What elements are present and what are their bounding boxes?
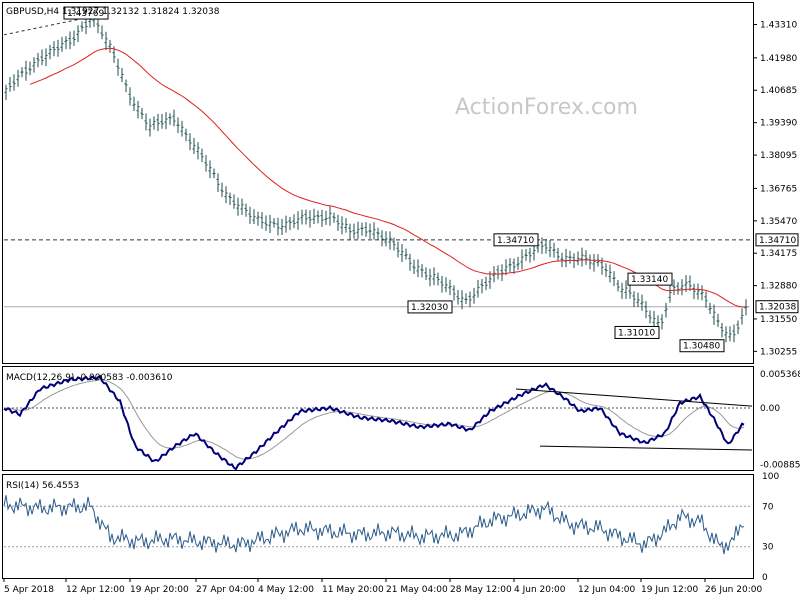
price-tick-label: 1.35470 bbox=[760, 217, 797, 227]
price-axis-box-label: 1.34710 bbox=[759, 236, 796, 246]
time-tick-label: 21 May 04:00 bbox=[386, 585, 448, 595]
macd-lower-trendline bbox=[539, 445, 753, 451]
price-tick-label: 1.31550 bbox=[760, 315, 797, 325]
symbol-label: GBPUSD,H4 1.31927 1.32132 1.31824 1.3203… bbox=[6, 7, 220, 17]
time-tick-label: 27 Apr 04:00 bbox=[196, 585, 255, 595]
price-tick-label: 1.30255 bbox=[760, 347, 797, 357]
price-axis-box bbox=[755, 233, 799, 247]
macd-plot bbox=[3, 374, 753, 471]
time-tick-label: 5 Apr 2018 bbox=[4, 585, 54, 595]
time-tick-label: 19 Jun 12:00 bbox=[641, 585, 698, 595]
macd-upper-trendline bbox=[515, 388, 753, 407]
rsi-title: RSI(14) 56.4553 bbox=[6, 481, 79, 491]
price-tick-label: 1.43310 bbox=[760, 21, 797, 31]
price-axis-box bbox=[755, 300, 799, 314]
price-panel-frame bbox=[2, 2, 754, 364]
price-tick-label: 1.32880 bbox=[760, 282, 797, 292]
rsi-tick-label: 0 bbox=[762, 573, 768, 583]
price-plot: 1.43769 1.34710 1.33140 1.32030 1.31010 1.304… bbox=[3, 6, 750, 353]
time-tick-label: 19 Apr 20:00 bbox=[130, 585, 189, 595]
time-tick-label: 26 Jun 20:00 bbox=[705, 585, 762, 595]
time-tick-label: 12 Apr 12:00 bbox=[66, 585, 125, 595]
annotation-box bbox=[614, 325, 660, 339]
macd-panel-frame bbox=[2, 366, 754, 471]
annotation-box bbox=[493, 233, 539, 247]
price-axis-box-label: 1.32038 bbox=[759, 303, 796, 313]
moving-average-line bbox=[29, 47, 746, 308]
axes: 1.43310 1.41980 1.40685 1.39390 1.38095 1.367… bbox=[3, 21, 800, 595]
annotation-label: 1.30480 bbox=[683, 342, 720, 352]
rsi-tick-label: 30 bbox=[762, 543, 774, 553]
time-tick-label: 11 May 20:00 bbox=[322, 585, 384, 595]
rsi-tick-label: 70 bbox=[762, 502, 774, 512]
annotation-box bbox=[627, 272, 673, 286]
annotation-label: 1.34710 bbox=[497, 236, 534, 246]
time-tick-label: 4 Jun 20:00 bbox=[514, 585, 566, 595]
macd-line bbox=[3, 374, 745, 471]
annotation-box bbox=[407, 300, 453, 314]
rsi-plot bbox=[3, 495, 750, 555]
price-tick-label: 1.34175 bbox=[760, 249, 797, 259]
annotation-box bbox=[679, 339, 725, 353]
price-tick-label: 1.41980 bbox=[760, 54, 797, 64]
annotation-box bbox=[63, 6, 109, 20]
watermark: ActionForex.com bbox=[455, 95, 638, 120]
rsi-panel-frame bbox=[2, 474, 754, 579]
price-tick-label: 1.39390 bbox=[760, 119, 797, 129]
price-tick-label: 1.36765 bbox=[760, 184, 797, 194]
annotation-label: 1.31010 bbox=[618, 328, 655, 338]
time-tick-label: 4 May 12:00 bbox=[258, 585, 314, 595]
annotation-label: 1.43769 bbox=[67, 9, 104, 19]
macd-title: MACD(12,26,9) -0.000583 -0.003610 bbox=[6, 373, 173, 383]
macd-tick-label: 0.005368 bbox=[760, 370, 800, 380]
price-tick-label: 1.38095 bbox=[760, 151, 797, 161]
time-tick-label: 12 Jun 04:00 bbox=[578, 585, 635, 595]
rsi-line bbox=[3, 495, 745, 555]
rsi-tick-label: 100 bbox=[762, 472, 779, 482]
price-tick-label: 1.40685 bbox=[760, 86, 797, 96]
macd-tick-label: -0.008855 bbox=[760, 460, 800, 470]
annotation-label: 1.33140 bbox=[631, 275, 668, 285]
macd-signal-line bbox=[3, 379, 745, 460]
time-tick-label: 28 May 12:00 bbox=[450, 585, 512, 595]
annotation-label: 1.32030 bbox=[411, 303, 448, 313]
macd-tick-label: 0.00 bbox=[760, 404, 780, 414]
